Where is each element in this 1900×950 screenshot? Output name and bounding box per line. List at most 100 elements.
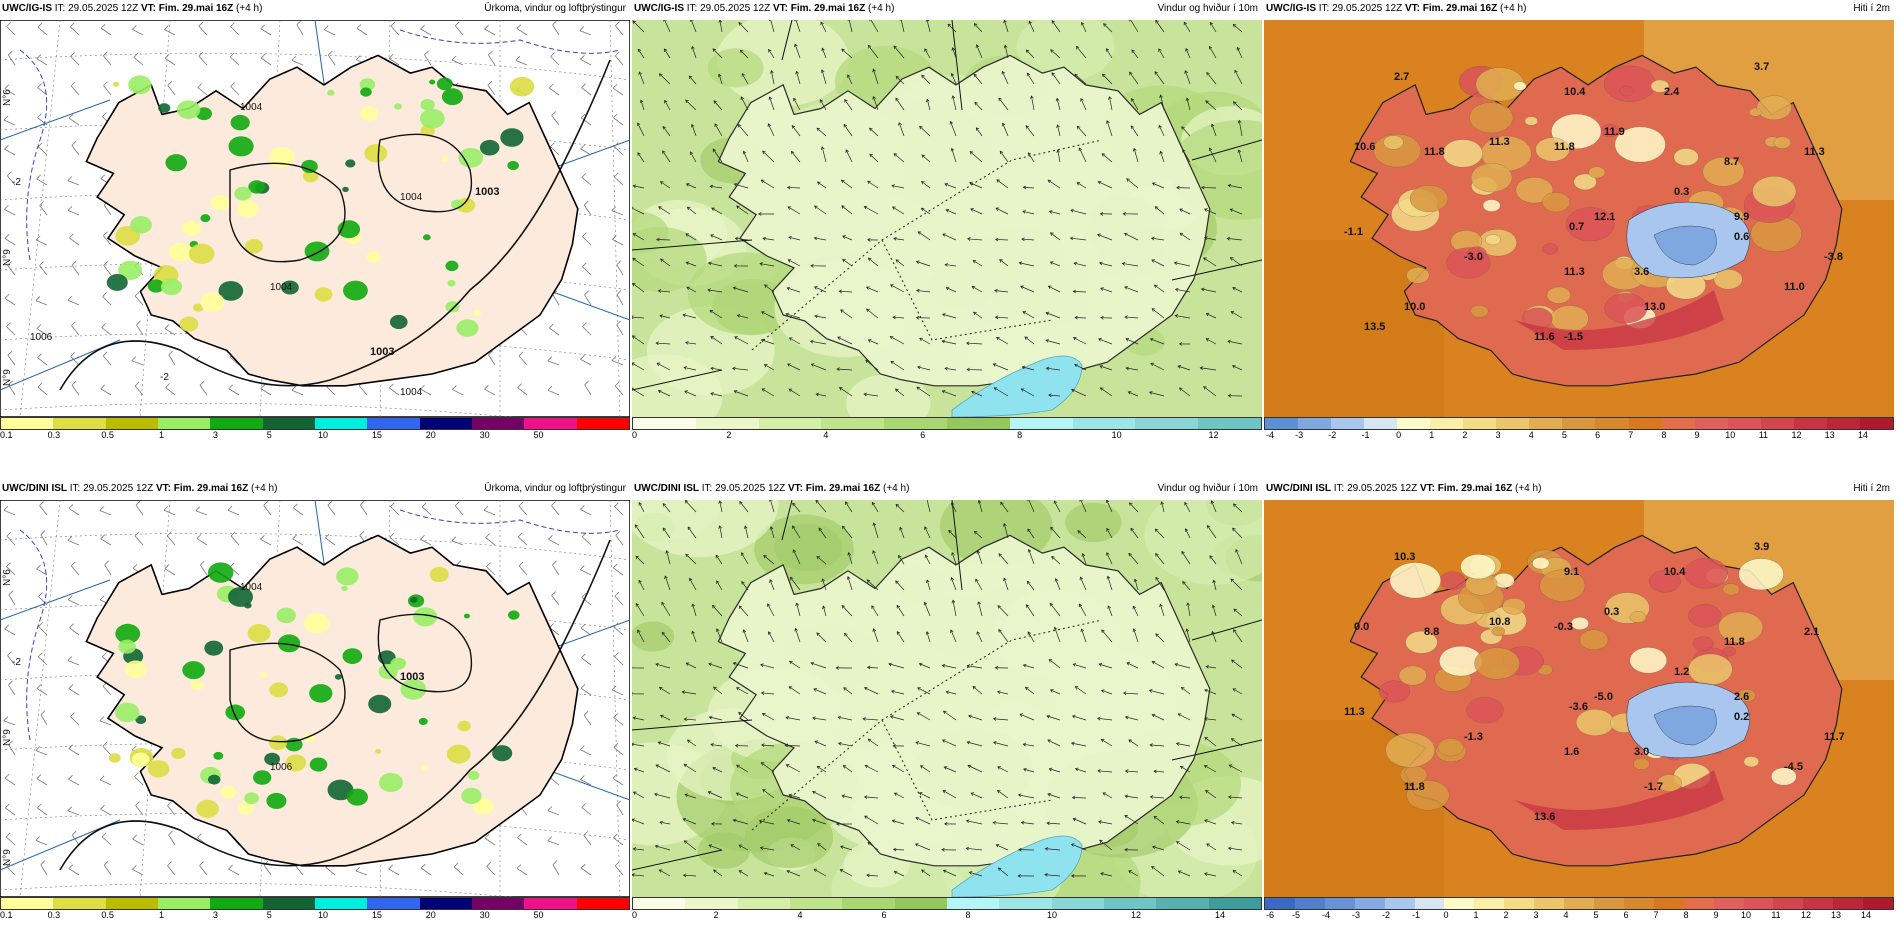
colorbar-swatch: [419, 418, 472, 429]
colorbar-swatches: [0, 897, 630, 910]
colorbar-label: -6: [1266, 910, 1275, 920]
temperature-value: 2.7: [1394, 71, 1409, 83]
colorbar-swatch: [1562, 418, 1596, 429]
colorbar-label: 7: [1628, 430, 1634, 440]
temperature-value: 0.6: [1734, 231, 1749, 243]
temperature-value: 3.7: [1754, 61, 1769, 73]
isobar-label: 1004: [400, 387, 423, 398]
latitude-label: N°9: [2, 849, 13, 866]
temperature-value: 0.0: [1354, 621, 1369, 633]
colorbar-swatch: [1859, 418, 1893, 429]
vt-label: VT:: [140, 3, 156, 14]
colorbar-label: 3: [1533, 910, 1539, 920]
colorbar-swatch: [53, 418, 106, 429]
model-name: UWC/DINI ISL: [634, 483, 699, 494]
map-panel-precip: UWC/DINI ISL IT: 29.05.2025 12Z VT: Fim.…: [0, 480, 630, 920]
colorbar-swatch: [1331, 418, 1365, 429]
colorbar-swatch: [1564, 898, 1594, 909]
isobar-label: 1003: [475, 186, 499, 198]
colorbar-label: 8: [1017, 430, 1023, 440]
colorbar-swatch: [1661, 418, 1695, 429]
colorbar-swatch: [1529, 418, 1563, 429]
colorbar-swatch: [1072, 418, 1136, 429]
colorbar-swatch: [1595, 418, 1629, 429]
temperature-value: 9.1: [1564, 566, 1579, 578]
it-label: IT:: [1318, 3, 1330, 14]
isobar-label: 1004: [240, 582, 263, 593]
temperature-value: -5.0: [1594, 691, 1613, 703]
panel-header: UWC/IG-IS IT: 29.05.2025 12Z VT: Fim. 29…: [1264, 0, 1894, 18]
temperature-value: 11.3: [1804, 146, 1825, 158]
temperature-value: 13.6: [1534, 811, 1555, 823]
temperature-value: -0.3: [1554, 621, 1573, 633]
colorbar-swatch: [314, 898, 368, 909]
vt-label: VT:: [155, 483, 171, 494]
colorbar-swatch: [1628, 418, 1662, 429]
product-title: Úrkoma, vindur og loftþrýstingur: [484, 483, 626, 494]
colorbar-swatch: [789, 898, 843, 909]
colorbar-swatch: [524, 418, 577, 429]
isobar-label: 1003: [400, 671, 424, 683]
colorbar-swatch: [1803, 898, 1834, 909]
colorbar-label: 15: [371, 430, 382, 440]
colorbar-label: 2: [1462, 430, 1468, 440]
colorbar-swatch: [367, 418, 420, 429]
colorbar-labels: -4 -3 -2 -1 0 1 2 3 4 5 6 7 8 9 10 11 12 13 14: [1264, 430, 1894, 440]
colorbar-labels: -6 -5 -4 -3 -2 -1 0 1 2 3 4 5 6 7 8 9 10 11 12 13 14: [1264, 910, 1894, 920]
colorbar-swatch: [633, 898, 686, 909]
temperature-value: 10.0: [1404, 301, 1425, 313]
colorbar-label: 5: [266, 910, 272, 920]
colorbar-swatch: [821, 418, 885, 429]
temperature-value: -1.7: [1644, 781, 1663, 793]
product-title: Vindur og hviður í 10m: [1157, 3, 1258, 14]
temperature-value: 11.8: [1724, 636, 1745, 648]
colorbar-labels: 0.1 0.3 0.5 1 3 5 10 15 20 30 50: [0, 910, 630, 920]
lead-time: (+4 h): [236, 3, 263, 14]
colorbar-label: 30: [479, 910, 490, 920]
colorbar-swatch: [1694, 418, 1728, 429]
colorbar-swatch: [1760, 418, 1794, 429]
init-time: 29.05.2025 12Z: [83, 483, 154, 494]
colorbar-label: 0.3: [47, 430, 61, 440]
colorbar-swatch: [1504, 898, 1535, 909]
it-label: IT:: [69, 483, 81, 494]
temperature-value: 12.1: [1594, 211, 1615, 223]
panel-header: UWC/IG-IS IT: 29.05.2025 12Z VT: Fim. 29…: [0, 0, 630, 18]
lead-time: (+4 h): [883, 483, 910, 494]
temp-line-label: -2: [12, 657, 21, 668]
colorbar-swatch: [1773, 898, 1804, 909]
colorbar-swatch: [105, 898, 158, 909]
colorbar-label: 8: [1661, 430, 1667, 440]
vt-label: VT:: [1404, 3, 1420, 14]
colorbar-labels: 0.1 0.3 0.5 1 3 5 10 15 20 30 50: [0, 430, 630, 440]
valid-time: Fim. 29.mai 16Z: [158, 3, 234, 14]
it-label: IT:: [54, 3, 66, 14]
colorbar-swatch: [758, 418, 822, 429]
temperature-value: 1.2: [1674, 666, 1689, 678]
temperature-value: -3.0: [1464, 251, 1483, 263]
colorbar-swatch: [1534, 898, 1565, 909]
map-area: [632, 500, 1262, 897]
model-name: UWC/DINI ISL: [1266, 483, 1331, 494]
model-name: UWC/IG-IS: [634, 3, 684, 14]
colorbar-swatch: [471, 418, 525, 429]
isobar-label: 1006: [30, 332, 53, 343]
temperature-value: 13.5: [1364, 321, 1385, 333]
colorbar-swatch: [842, 898, 895, 909]
vt-label: VT:: [787, 483, 803, 494]
isobar-label: 1004: [270, 282, 293, 293]
colorbar-swatch: [157, 418, 211, 429]
colorbar-labels: 0 2 4 6 8 10 12 14: [632, 910, 1262, 920]
colorbar-label: 10: [1725, 430, 1736, 440]
colorbar-label: 50: [533, 430, 544, 440]
colorbar-swatch: [1463, 418, 1497, 429]
colorbar-swatch: [1364, 418, 1398, 429]
colorbar-label: 14: [1860, 910, 1872, 920]
temperature-value: 1.6: [1564, 746, 1579, 758]
map-panel-temp: UWC/DINI ISL IT: 29.05.2025 12Z VT: Fim.…: [1264, 480, 1894, 920]
temperature-value: 10.4: [1564, 86, 1586, 98]
colorbar-swatch: [1324, 898, 1355, 909]
colorbar-label: 0.5: [101, 430, 114, 440]
lead-time: (+4 h): [1515, 483, 1542, 494]
model-name: UWC/IG-IS: [1266, 3, 1316, 14]
